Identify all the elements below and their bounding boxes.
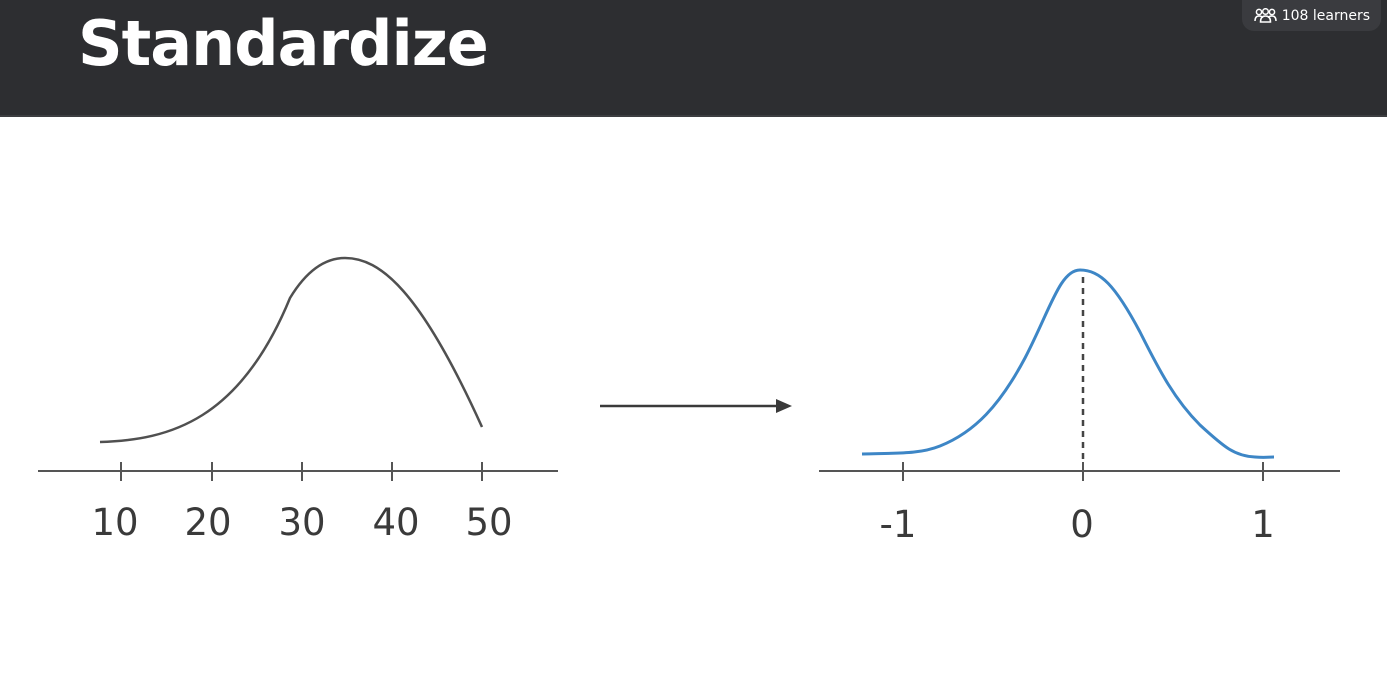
- learners-badge[interactable]: 108 learners: [1241, 0, 1381, 31]
- right-plot: -1 0 1: [819, 268, 1340, 546]
- left-tick-label: 10: [91, 501, 138, 544]
- left-tick-label: 40: [372, 501, 419, 544]
- left-tick-label: 30: [278, 501, 325, 544]
- left-tick-label: 50: [465, 501, 512, 544]
- skewed-curve: [99, 256, 484, 444]
- left-plot: 10 20 30 40 50: [38, 256, 558, 544]
- left-tick-label: 20: [184, 501, 231, 544]
- distribution-illustration: 10 20 30 40 50 -1 0 1: [38, 256, 1340, 546]
- slide-title: Standardize: [78, 7, 489, 80]
- slide-content: 10 20 30 40 50 -1 0 1: [0, 117, 1387, 674]
- right-tick-label: 0: [1070, 503, 1094, 546]
- learners-count: 108 learners: [1281, 7, 1370, 24]
- normal-curve: [861, 268, 1275, 459]
- right-tick-label: 1: [1251, 503, 1275, 546]
- people-icon: [1253, 8, 1277, 23]
- slide-header: Standardize: [0, 0, 1387, 117]
- arrow-icon: [600, 399, 792, 413]
- right-tick-label: -1: [880, 503, 917, 546]
